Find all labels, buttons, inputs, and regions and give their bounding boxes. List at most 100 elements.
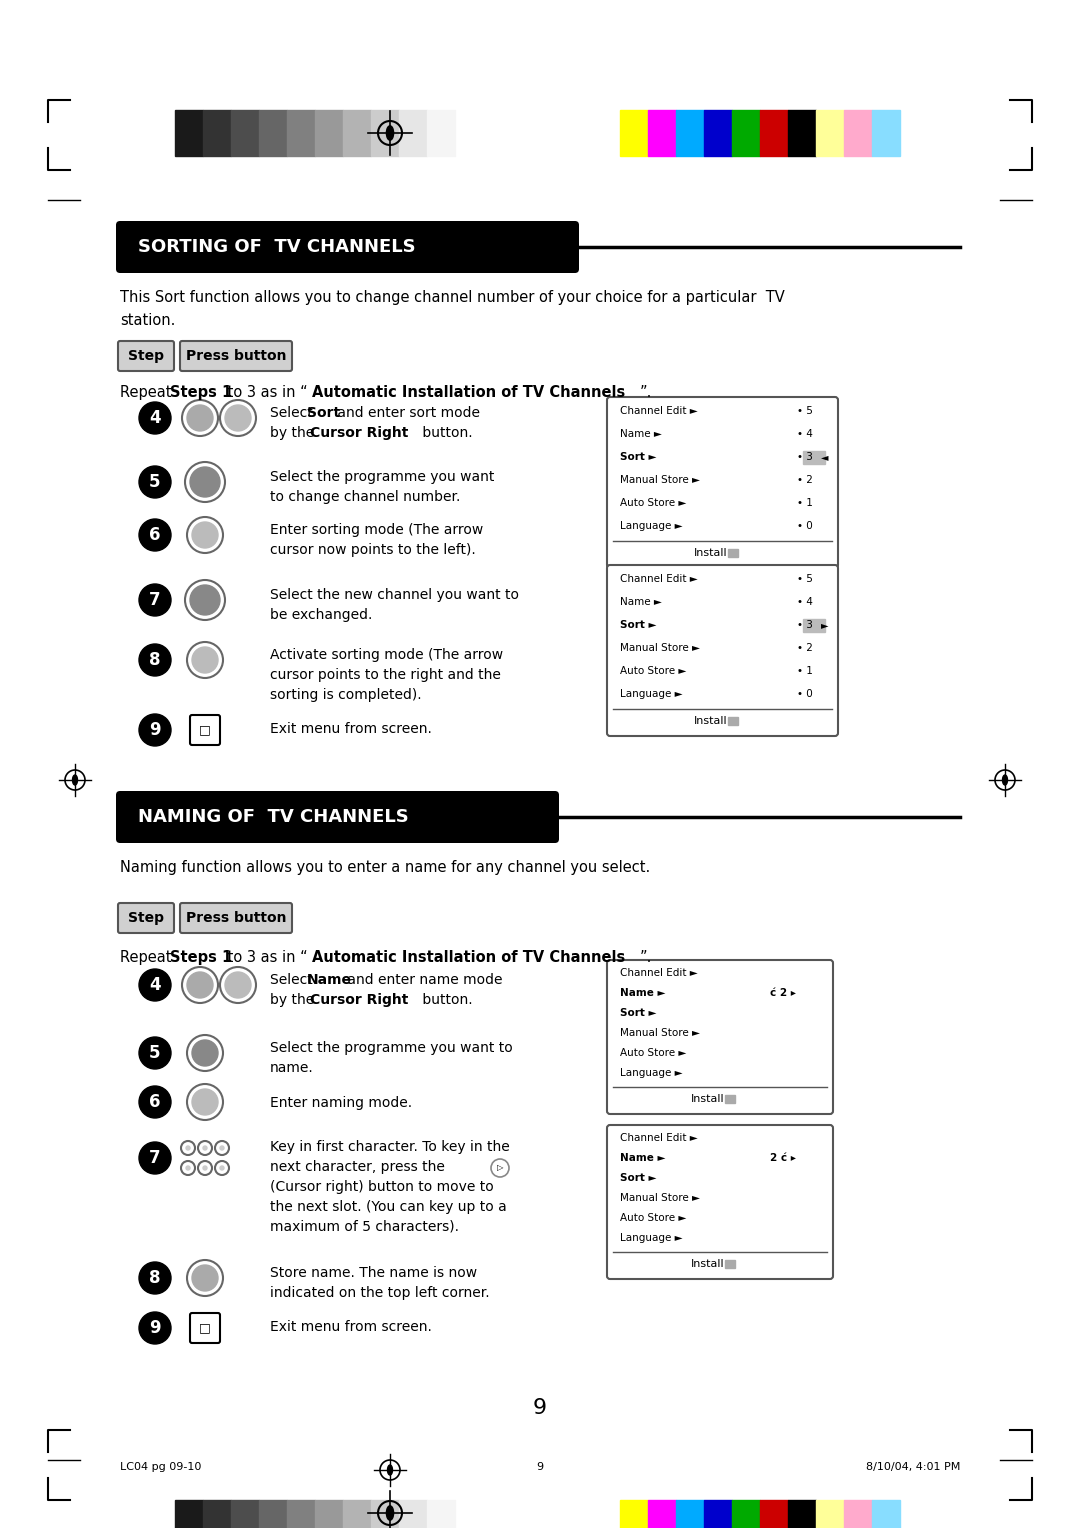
Text: Manual Store ►: Manual Store ►: [620, 1028, 700, 1038]
Text: to 3 as in “: to 3 as in “: [222, 950, 308, 966]
Text: Sort: Sort: [307, 406, 340, 420]
Text: ◄: ◄: [821, 452, 828, 461]
Text: • 4: • 4: [797, 597, 813, 607]
Text: next character, press the: next character, press the: [270, 1160, 449, 1174]
Bar: [728, 549, 738, 558]
Text: Select the programme you want: Select the programme you want: [270, 471, 495, 484]
Text: Name ►: Name ►: [620, 1154, 665, 1163]
Text: Repeat: Repeat: [120, 385, 176, 400]
FancyBboxPatch shape: [116, 792, 559, 843]
Bar: [620, 1500, 648, 1528]
Text: 9: 9: [149, 1319, 161, 1337]
Circle shape: [192, 1041, 218, 1067]
Bar: [676, 1500, 704, 1528]
Circle shape: [220, 1146, 224, 1151]
Text: • 3: • 3: [797, 452, 813, 461]
Text: Automatic Installation of TV Channels: Automatic Installation of TV Channels: [312, 385, 625, 400]
Text: Auto Store ►: Auto Store ►: [620, 1213, 687, 1222]
Circle shape: [220, 1166, 224, 1170]
Bar: [804, 451, 825, 465]
Bar: [760, 110, 788, 156]
Bar: [816, 110, 843, 156]
Bar: [259, 1500, 287, 1528]
Circle shape: [192, 1089, 218, 1115]
Bar: [343, 1500, 372, 1528]
Text: □: □: [199, 723, 211, 736]
Text: to 3 as in “: to 3 as in “: [222, 385, 308, 400]
Circle shape: [187, 405, 213, 431]
Text: ►: ►: [821, 620, 828, 630]
Ellipse shape: [1002, 775, 1008, 785]
FancyBboxPatch shape: [118, 903, 174, 934]
Bar: [231, 110, 259, 156]
Text: Naming function allows you to enter a name for any channel you select.: Naming function allows you to enter a na…: [120, 860, 650, 876]
FancyBboxPatch shape: [607, 960, 833, 1114]
Text: Step: Step: [129, 348, 164, 364]
Text: Name ►: Name ►: [620, 989, 665, 998]
Text: Channel Edit ►: Channel Edit ►: [620, 969, 698, 978]
Bar: [343, 110, 372, 156]
Text: □: □: [199, 1322, 211, 1334]
Text: • 1: • 1: [797, 666, 813, 675]
Bar: [760, 1500, 788, 1528]
Text: button.: button.: [418, 993, 473, 1007]
Bar: [315, 1500, 343, 1528]
Bar: [725, 1096, 735, 1103]
Text: Language ►: Language ►: [620, 521, 683, 530]
Ellipse shape: [72, 775, 78, 785]
Text: Cursor Right: Cursor Right: [310, 426, 408, 440]
Text: station.: station.: [120, 313, 175, 329]
Text: Exit menu from screen.: Exit menu from screen.: [270, 723, 432, 736]
Bar: [728, 717, 738, 724]
Bar: [175, 110, 203, 156]
Text: LC04 pg 09-10: LC04 pg 09-10: [120, 1462, 201, 1471]
Text: Press button: Press button: [186, 348, 286, 364]
Text: Install: Install: [691, 1259, 725, 1268]
Text: and enter sort mode: and enter sort mode: [333, 406, 480, 420]
Text: ”.: ”.: [640, 385, 652, 400]
FancyBboxPatch shape: [116, 222, 579, 274]
Text: Manual Store ►: Manual Store ►: [620, 1193, 700, 1203]
Text: Select the programme you want to: Select the programme you want to: [270, 1041, 513, 1054]
Text: by the: by the: [270, 426, 319, 440]
Text: indicated on the top left corner.: indicated on the top left corner.: [270, 1287, 489, 1300]
Text: Language ►: Language ►: [620, 1068, 683, 1077]
Text: sorting is completed).: sorting is completed).: [270, 688, 421, 701]
Text: 5: 5: [149, 474, 161, 490]
Circle shape: [139, 1141, 171, 1174]
Bar: [843, 110, 872, 156]
Text: 9: 9: [537, 1462, 543, 1471]
Ellipse shape: [388, 1465, 392, 1475]
Text: Language ►: Language ►: [620, 689, 683, 698]
Bar: [704, 110, 732, 156]
Text: SORTING OF  TV CHANNELS: SORTING OF TV CHANNELS: [138, 238, 416, 257]
Text: 4: 4: [149, 410, 161, 426]
Text: to change channel number.: to change channel number.: [270, 490, 460, 504]
Text: the next slot. (You can key up to a: the next slot. (You can key up to a: [270, 1199, 507, 1215]
Circle shape: [139, 1313, 171, 1345]
Circle shape: [139, 714, 171, 746]
Bar: [231, 1500, 259, 1528]
Text: 5: 5: [149, 1044, 161, 1062]
Text: • 3: • 3: [797, 620, 813, 630]
Text: Sort ►: Sort ►: [620, 620, 657, 630]
Bar: [287, 1500, 315, 1528]
Circle shape: [139, 466, 171, 498]
Text: Manual Store ►: Manual Store ►: [620, 475, 700, 484]
Bar: [399, 110, 427, 156]
Text: Select: Select: [270, 973, 318, 987]
Text: This Sort function allows you to change channel number of your choice for a part: This Sort function allows you to change …: [120, 290, 785, 306]
Text: ”.: ”.: [640, 950, 652, 966]
Text: Name ►: Name ►: [620, 597, 662, 607]
Text: Exit menu from screen.: Exit menu from screen.: [270, 1320, 432, 1334]
Bar: [372, 1500, 399, 1528]
Text: 2 ć ▸: 2 ć ▸: [770, 1154, 796, 1163]
Text: Enter sorting mode (The arrow: Enter sorting mode (The arrow: [270, 523, 483, 536]
Text: Step: Step: [129, 911, 164, 924]
Text: • 4: • 4: [797, 429, 813, 439]
Text: ▷: ▷: [497, 1163, 503, 1172]
Circle shape: [203, 1146, 207, 1151]
Text: 6: 6: [149, 526, 161, 544]
Text: • 5: • 5: [797, 406, 813, 417]
Text: Key in first character. To key in the: Key in first character. To key in the: [270, 1140, 510, 1154]
